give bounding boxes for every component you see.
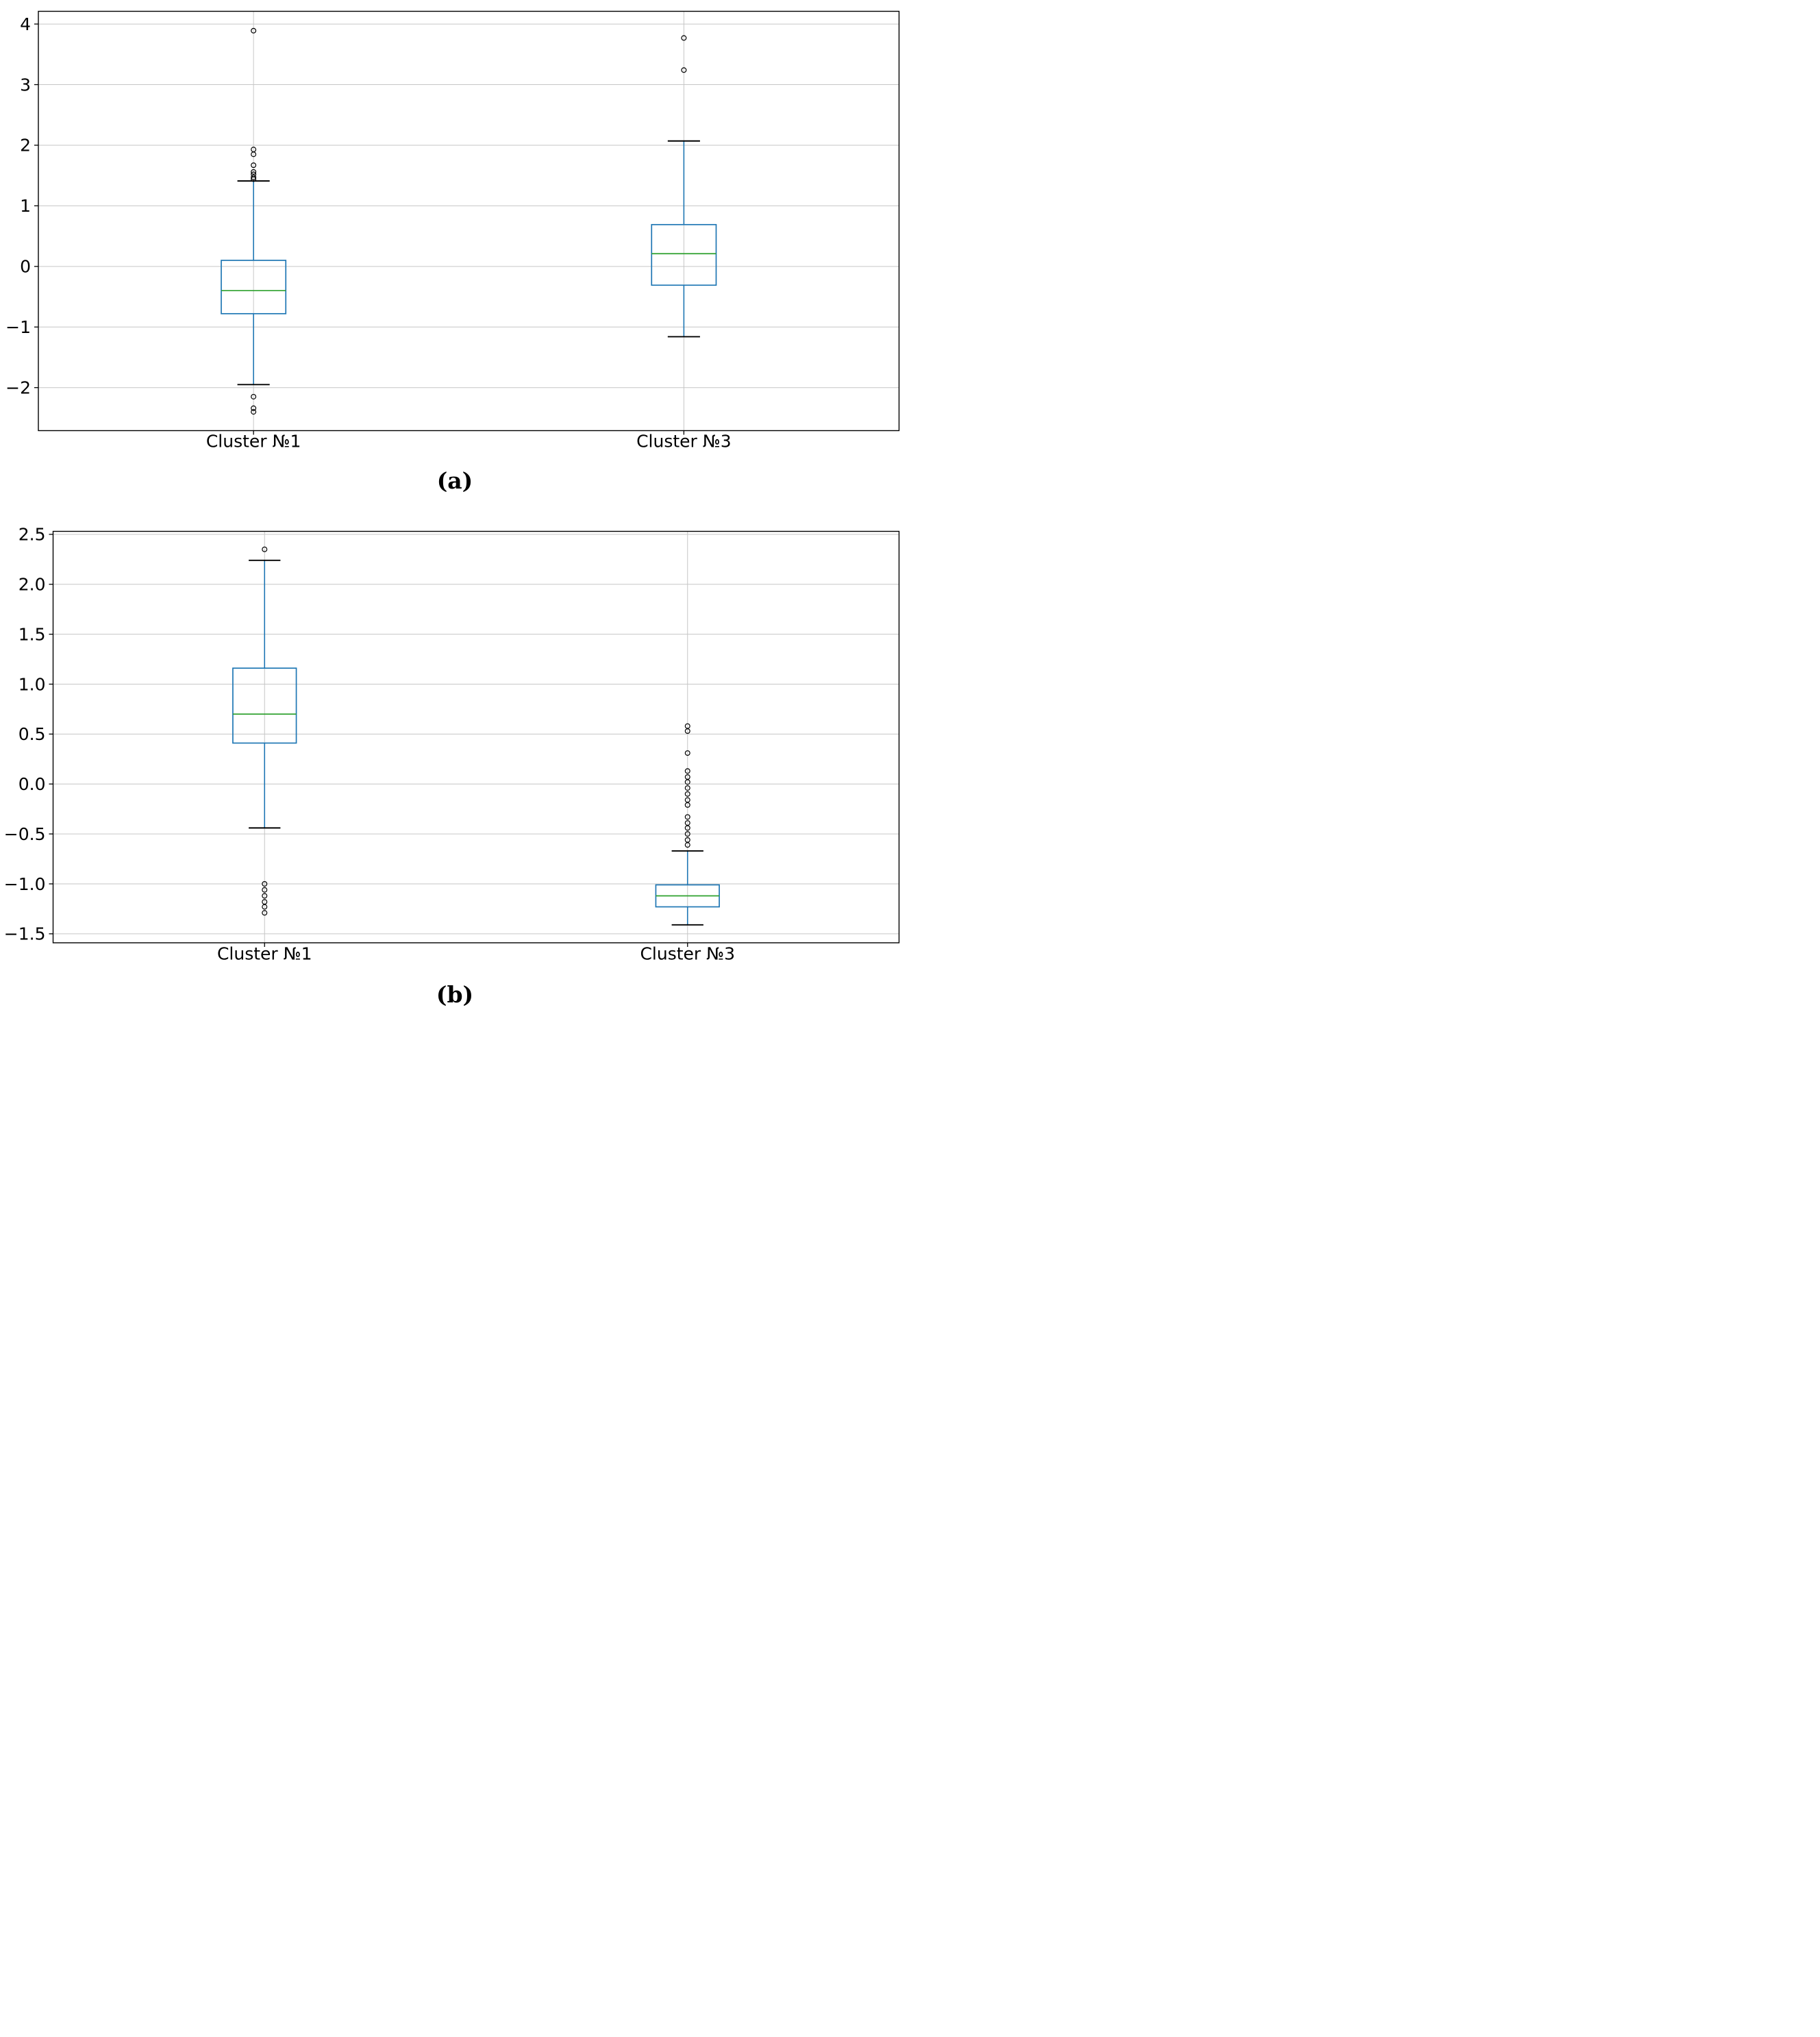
x-category-label: Cluster №3	[640, 944, 735, 964]
chart-panel-b: 2.5 2.0 1.5 1.0 0.5 0.0 −0.5 −1.0 −1.5 Cluster №1…	[4, 525, 900, 964]
outlier-point	[251, 162, 257, 169]
iqr-box	[651, 223, 717, 286]
y-tick-label: −0.5	[4, 824, 46, 844]
outlier-point	[251, 405, 257, 411]
y-tick-label: 4	[20, 14, 31, 34]
caption-a: (a)	[437, 467, 473, 494]
y-tick-label: 3	[20, 75, 31, 95]
outlier-point	[262, 546, 268, 552]
caption-b: (b)	[436, 981, 473, 1008]
outlier-point	[684, 750, 690, 756]
outlier-point	[684, 791, 690, 797]
outlier-point	[262, 910, 268, 916]
y-tick-label: 1	[20, 196, 31, 216]
outlier-point	[684, 842, 690, 848]
outlier-point	[684, 728, 690, 734]
outlier-point	[681, 67, 687, 73]
outlier-point	[262, 893, 268, 899]
boxplot-cluster-1	[221, 27, 287, 415]
iqr-box	[232, 667, 297, 744]
outlier-point	[684, 802, 690, 808]
x-category-label: Cluster №3	[636, 432, 732, 452]
outlier-point	[684, 825, 690, 831]
y-tick-label: −1.0	[4, 874, 46, 894]
outlier-point	[684, 814, 690, 820]
y-tick-label: −1.5	[4, 924, 46, 944]
y-tick-label: 1.0	[18, 674, 46, 694]
boxplot-figure: 4 3 2 1 0 −1 −2 Cluster №1 Cluster №3 2.5 2.0 1.5 1…	[0, 0, 910, 1019]
y-tick-label: 1.5	[18, 624, 46, 644]
boxplot-cluster-1	[232, 546, 297, 916]
outlier-point	[262, 904, 268, 910]
x-category-label: Cluster №1	[217, 944, 312, 964]
outlier-point	[251, 151, 257, 158]
y-tick-label: 0.5	[18, 724, 46, 744]
x-category-label: Cluster №1	[206, 432, 301, 452]
axes-frame	[52, 530, 900, 943]
outlier-point	[251, 393, 257, 399]
outlier-point	[262, 881, 268, 887]
outlier-point	[251, 174, 257, 180]
y-tick-label: 0	[20, 257, 31, 277]
outlier-point	[251, 409, 257, 415]
boxplot-cluster-3	[655, 723, 720, 926]
y-tick-label: 0.0	[18, 774, 46, 794]
outlier-point	[684, 768, 690, 774]
iqr-box	[221, 260, 287, 314]
figure-canvas: 4 3 2 1 0 −1 −2 Cluster №1 Cluster №3 2.5 2.0 1.5 1…	[4, 10, 900, 1008]
chart-panel-a: 4 3 2 1 0 −1 −2 Cluster №1 Cluster №3	[5, 10, 900, 452]
y-tick-label: 2.5	[18, 525, 46, 545]
outlier-point	[684, 785, 690, 791]
y-tick-label: −2	[5, 378, 31, 397]
outlier-point	[684, 831, 690, 837]
y-tick-label: 2.0	[18, 574, 46, 594]
outlier-point	[681, 35, 687, 41]
outlier-point	[684, 779, 690, 785]
boxplot-cluster-3	[651, 35, 717, 338]
y-tick-label: −1	[5, 317, 31, 337]
y-tick-label: 2	[20, 136, 31, 156]
outlier-point	[262, 887, 268, 893]
outlier-point	[251, 169, 257, 175]
axes-frame	[38, 10, 900, 432]
outlier-point	[251, 27, 257, 34]
outlier-point	[251, 176, 257, 182]
